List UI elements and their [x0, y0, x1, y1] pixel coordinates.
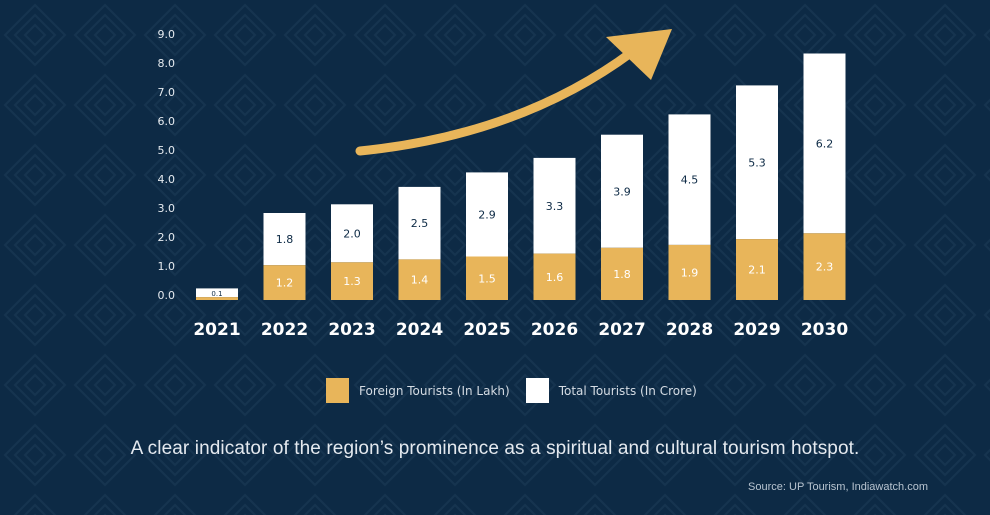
- bar-foreign-2030: [803, 233, 846, 300]
- legend-swatch-total: [525, 378, 549, 403]
- trend-arrow-icon: [355, 29, 672, 156]
- value-label-total-2022: 1.8: [276, 233, 294, 246]
- caption: A clear indicator of the region’s promin…: [130, 438, 860, 459]
- value-label-foreign-2026: 1.6: [546, 271, 564, 284]
- x-tick-label: 2027: [598, 320, 645, 340]
- bar-foreign-2029: [736, 239, 778, 300]
- y-tick-label: 7.0: [158, 86, 176, 99]
- x-tick-label: 2025: [463, 320, 510, 340]
- y-tick-label: 0.0: [158, 289, 176, 302]
- value-label-foreign-2025: 1.5: [478, 272, 496, 285]
- y-tick-label: 1.0: [158, 260, 176, 273]
- value-label-foreign-2028: 1.9: [681, 266, 699, 279]
- value-label-foreign-2022: 1.2: [276, 277, 294, 290]
- value-label-foreign-2029: 2.1: [748, 264, 766, 277]
- bars: 0.1 1.8 1.2 2.0 1.3 2.5 1.4 2.9 1.5 3.3 1.6 3.9 1.8 4…: [196, 53, 846, 300]
- value-label-total-2027: 3.9: [613, 185, 631, 198]
- x-tick-label: 2024: [396, 320, 443, 340]
- source-note: Source: UP Tourism, Indiawatch.com: [748, 481, 928, 493]
- legend-item-foreign: Foreign Tourists (In Lakh): [326, 378, 510, 403]
- bar-total-2026: [533, 157, 576, 254]
- bar-total-2022: [263, 213, 306, 266]
- bar-total-2024: [398, 186, 441, 260]
- x-axis: 2021 2022 2023 2024 2025 2026 2027 2028 2029 2030: [193, 320, 848, 340]
- value-label-total-2026: 3.3: [546, 200, 564, 213]
- value-label-total-2021: 0.1: [211, 290, 222, 298]
- bar-foreign-2028: [668, 244, 711, 300]
- x-tick-label: 2028: [666, 320, 713, 340]
- y-tick-label: 2.0: [158, 231, 176, 244]
- y-tick-label: 8.0: [158, 57, 176, 70]
- y-tick-label: 4.0: [158, 173, 176, 186]
- value-label-total-2023: 2.0: [343, 227, 361, 240]
- x-tick-label: 2022: [261, 320, 308, 340]
- bar-foreign-2024: [398, 259, 441, 300]
- value-label-foreign-2030: 2.3: [816, 261, 834, 274]
- x-tick-label: 2021: [193, 320, 240, 340]
- legend: Foreign Tourists (In Lakh) Total Tourist…: [326, 378, 713, 403]
- value-label-total-2024: 2.5: [411, 217, 429, 230]
- trend-arrow-shaft: [355, 47, 637, 156]
- value-label-total-2025: 2.9: [478, 208, 496, 221]
- value-label-foreign-2023: 1.3: [343, 275, 361, 288]
- x-tick-label: 2030: [801, 320, 848, 340]
- x-tick-label: 2023: [328, 320, 375, 340]
- trend-arrow-head: [606, 29, 672, 80]
- bar-total-2021: [196, 288, 238, 298]
- bar-total-2025: [466, 172, 508, 257]
- legend-item-total: Total Tourists (In Crore): [525, 378, 697, 403]
- bar-foreign-2022: [263, 265, 306, 300]
- bar-foreign-2021: [196, 297, 238, 300]
- y-tick-label: 9.0: [158, 28, 176, 41]
- y-tick-label: 6.0: [158, 115, 176, 128]
- value-label-total-2030: 6.2: [816, 137, 834, 150]
- legend-swatch-foreign: [326, 378, 349, 403]
- bar-foreign-2025: [466, 256, 508, 300]
- value-label-total-2029: 5.3: [748, 156, 766, 169]
- bar-total-2030: [803, 53, 846, 234]
- y-tick-label: 3.0: [158, 202, 176, 215]
- bar-foreign-2023: [331, 262, 373, 300]
- x-tick-label: 2026: [531, 320, 578, 340]
- bar-total-2027: [601, 134, 643, 248]
- bar-chart: 0.0 1.0 2.0 3.0 4.0 5.0 6.0 7.0 8.0 9.0 0.1 1.8 1.2…: [158, 28, 849, 340]
- bar-total-2023: [331, 204, 373, 263]
- value-label-foreign-2024: 1.4: [411, 274, 429, 287]
- y-axis: 0.0 1.0 2.0 3.0 4.0 5.0 6.0 7.0 8.0 9.0: [158, 28, 176, 302]
- bar-foreign-2026: [533, 253, 576, 300]
- value-label-foreign-2027: 1.8: [613, 268, 631, 281]
- bar-foreign-2027: [601, 247, 643, 300]
- value-label-total-2028: 4.5: [681, 174, 699, 187]
- y-tick-label: 5.0: [158, 144, 176, 157]
- x-tick-label: 2029: [733, 320, 780, 340]
- bar-total-2028: [668, 114, 711, 245]
- bar-total-2029: [736, 85, 778, 240]
- legend-label-total: Total Tourists (In Crore): [558, 383, 697, 398]
- legend-label-foreign: Foreign Tourists (In Lakh): [359, 383, 510, 398]
